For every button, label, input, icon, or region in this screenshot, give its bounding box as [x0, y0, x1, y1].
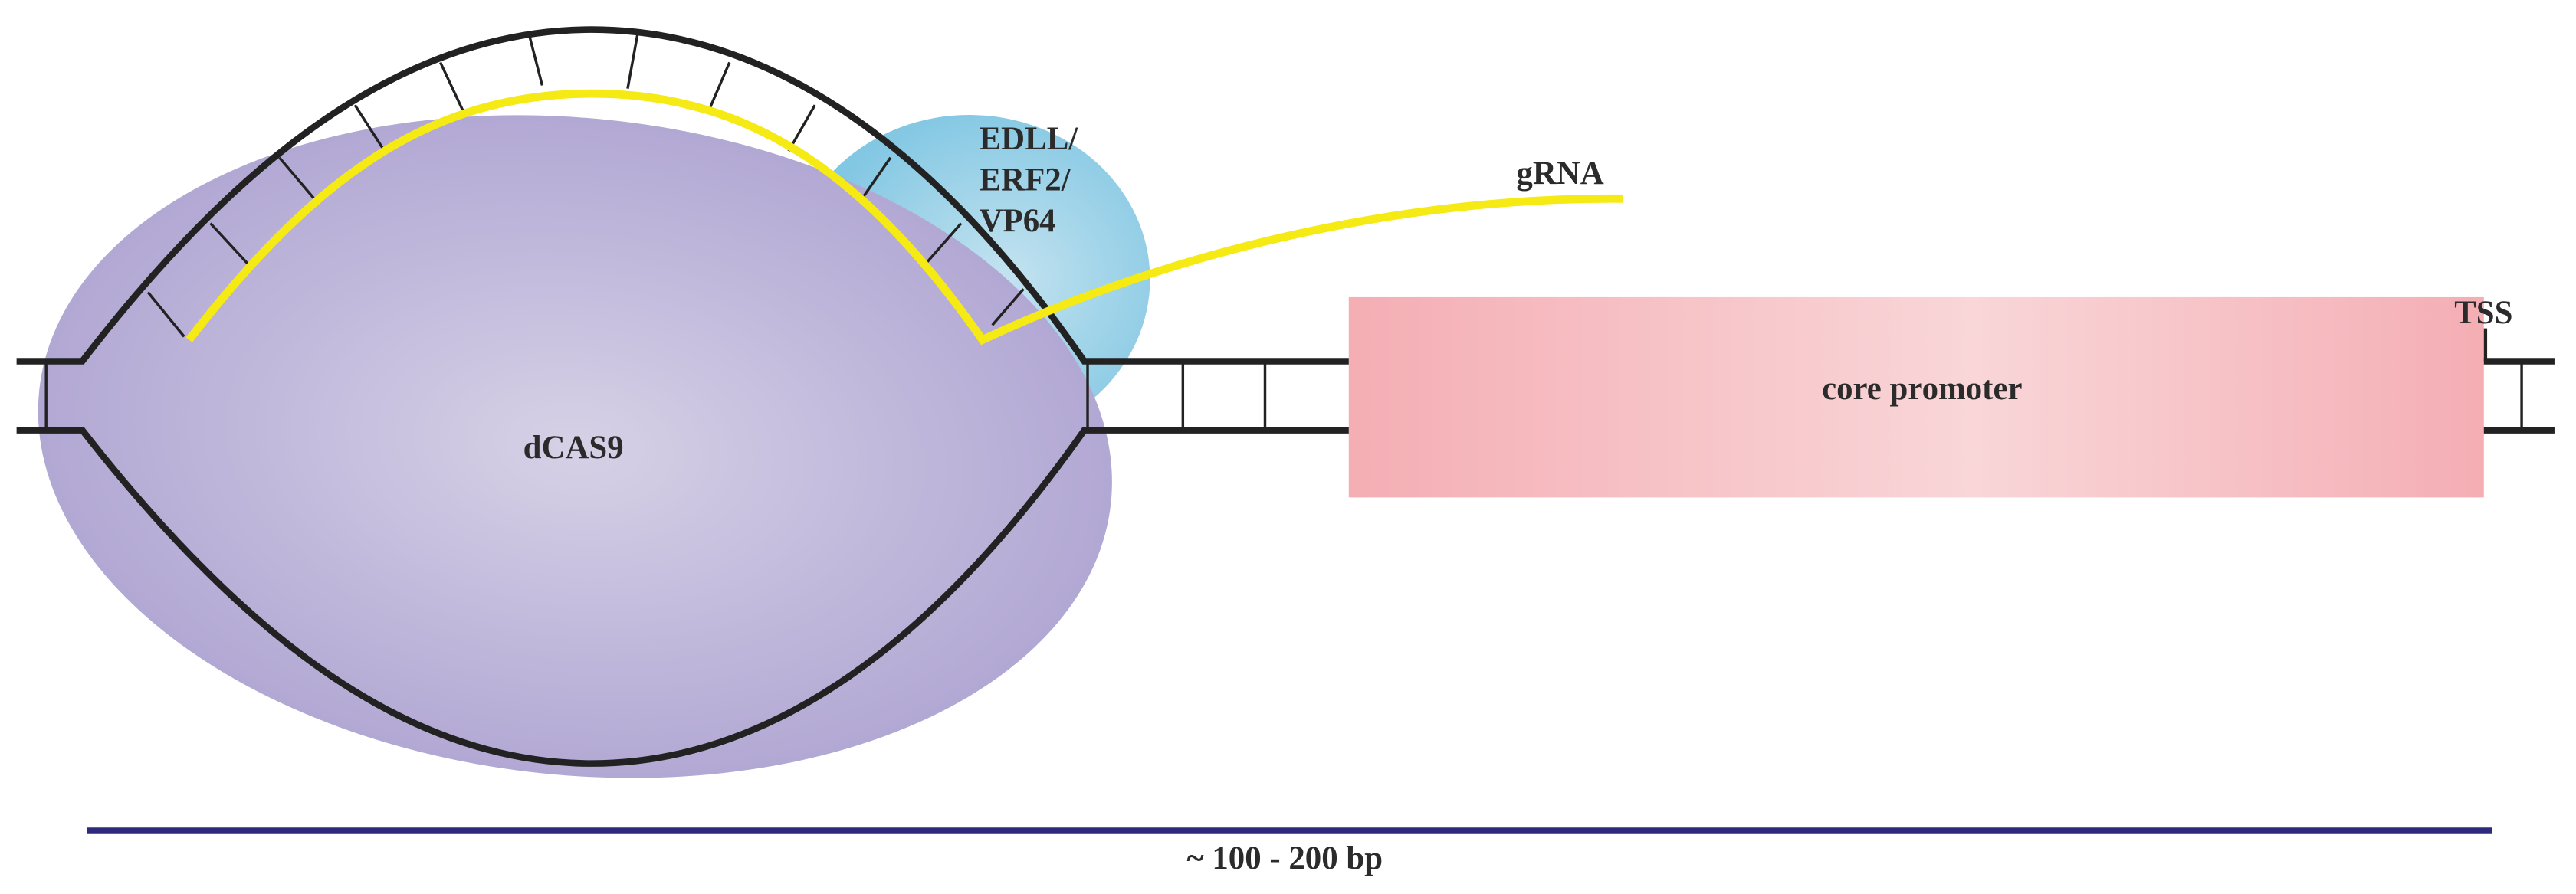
dcas9-protein — [38, 115, 1112, 778]
dna-strands — [16, 26, 2555, 767]
span-label: ~ 100 - 200 bp — [1186, 840, 1383, 876]
grna-label: gRNA — [1516, 156, 1603, 192]
top-strand — [16, 26, 2555, 365]
base-pairs — [44, 34, 2523, 431]
core-promoter-box — [1348, 296, 2484, 498]
bottom-strand — [16, 427, 2555, 767]
tss-label: TSS — [2454, 295, 2512, 331]
effector-label: EDLL/ — [980, 121, 1079, 157]
effector-label: VP64 — [980, 203, 1056, 239]
grna-strand — [185, 89, 1623, 345]
core-promoter-label: core promoter — [1822, 371, 2022, 407]
effector-label: ERF2/ — [980, 162, 1071, 198]
dcas9-label: dCAS9 — [523, 430, 624, 466]
